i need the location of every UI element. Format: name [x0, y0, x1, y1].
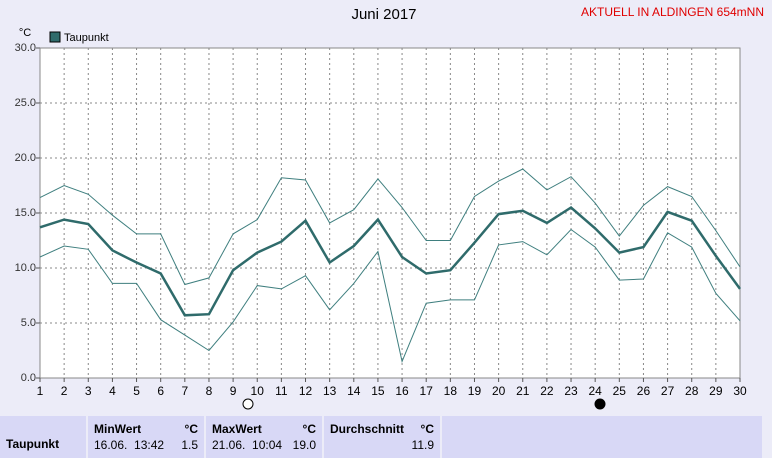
x-tick-label: 19: [468, 384, 482, 398]
min-header: MinWert: [94, 422, 142, 436]
avg-header: Durchschnitt: [330, 422, 405, 436]
y-tick-label: 20.0: [15, 152, 36, 164]
max-unit: °C: [302, 422, 316, 436]
x-tick-label: 23: [564, 384, 578, 398]
chart: Juni 2017 AKTUELL IN ALDINGEN 654mNN °C …: [15, 5, 764, 410]
min-value: 1.5: [181, 438, 198, 452]
series-line: [39, 228, 741, 364]
x-tick-label: 16: [395, 384, 409, 398]
x-tick-label: 8: [206, 384, 213, 398]
x-tick-label: 21: [516, 384, 530, 398]
moon-full: [242, 398, 254, 410]
moon-new: [594, 398, 606, 410]
min-cell: MinWert °C 16.06. 13:42 1.5: [88, 416, 204, 458]
x-tick-label: 22: [540, 384, 554, 398]
x-tick-label: 12: [299, 384, 313, 398]
max-cell: MaxWert °C 21.06. 10:04 19.0: [206, 416, 322, 458]
empty-cell: [442, 416, 762, 458]
y-tick-label: 15.0: [15, 207, 36, 219]
y-tick-label: 0.0: [21, 372, 36, 384]
min-unit: °C: [184, 422, 198, 436]
y-tick-label: 25.0: [15, 97, 36, 109]
x-tick-label: 9: [230, 384, 237, 398]
row-label: Taupunkt: [6, 437, 60, 451]
y-tick-label: 5.0: [21, 317, 36, 329]
y-tick-label: 10.0: [15, 262, 36, 274]
x-tick-label: 27: [661, 384, 675, 398]
x-tick-label: 1: [37, 384, 44, 398]
max-value: 19.0: [292, 438, 316, 452]
avg-unit: °C: [420, 422, 434, 436]
header-note: AKTUELL IN ALDINGEN 654mNN: [581, 5, 764, 19]
y-axis-label: °C: [19, 27, 31, 39]
x-tick-label: 13: [323, 384, 337, 398]
x-tick-label: 2: [61, 384, 68, 398]
x-tick-label: 17: [420, 384, 434, 398]
x-tick-label: 14: [347, 384, 361, 398]
row-label-cell: Taupunkt: [0, 416, 86, 458]
x-tick-label: 3: [85, 384, 92, 398]
max-time: 21.06. 10:04: [212, 438, 283, 452]
series-line: [39, 168, 741, 286]
chart-title: Juni 2017: [351, 6, 416, 23]
x-tick-label: 11: [275, 384, 288, 398]
avg-cell: Durchschnitt °C 11.9: [324, 416, 440, 458]
x-tick-label: 5: [133, 384, 140, 398]
x-tick-label: 6: [157, 384, 164, 398]
x-tick-label: 20: [492, 384, 506, 398]
max-header: MaxWert: [212, 422, 262, 436]
x-tick-label: 7: [181, 384, 188, 398]
series-line: [39, 205, 742, 317]
x-tick-label: 25: [613, 384, 627, 398]
legend-label: Taupunkt: [64, 32, 109, 44]
legend-swatch: [49, 31, 61, 43]
avg-value: 11.9: [411, 438, 434, 452]
x-tick-label: 4: [109, 384, 116, 398]
x-tick-label: 26: [637, 384, 651, 398]
x-tick-label: 15: [371, 384, 385, 398]
x-tick-label: 30: [733, 384, 747, 398]
y-tick-label: 30.0: [15, 42, 36, 54]
x-tick-label: 18: [444, 384, 458, 398]
x-tick-label: 28: [685, 384, 699, 398]
x-tick-label: 29: [709, 384, 723, 398]
x-tick-label: 10: [251, 384, 265, 398]
x-tick-label: 24: [588, 384, 602, 398]
min-time: 16.06. 13:42: [94, 438, 165, 452]
